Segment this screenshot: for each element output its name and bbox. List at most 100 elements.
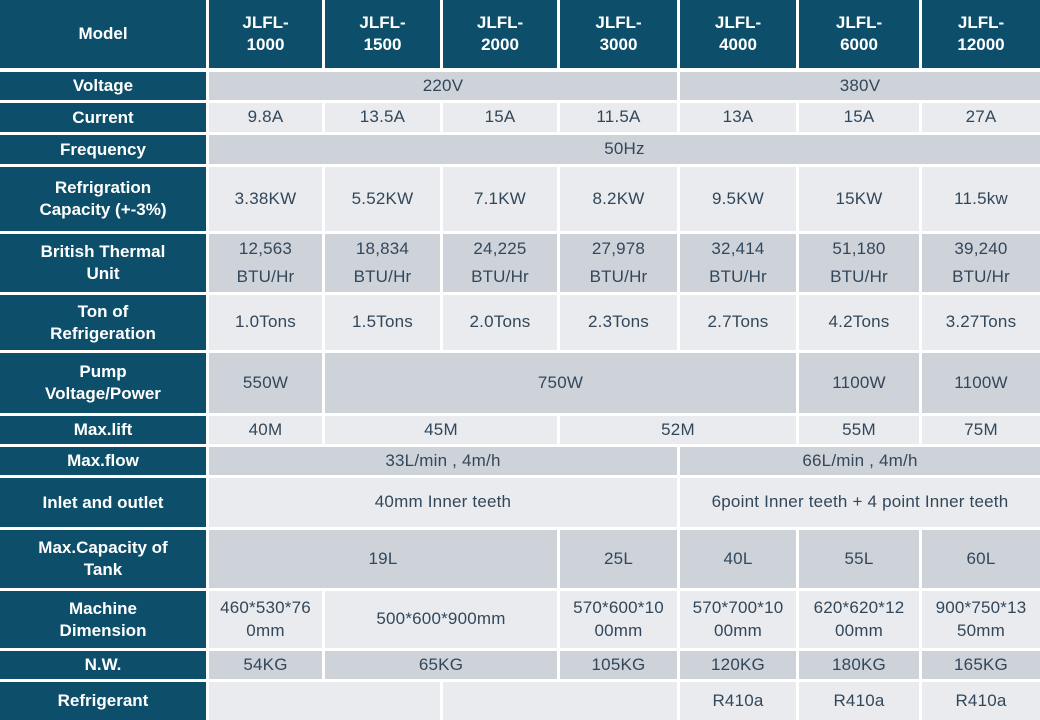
value-cell: 55L bbox=[799, 530, 922, 591]
value-cell: 4.2Tons bbox=[799, 295, 922, 353]
value-cell: 900*750*13 50mm bbox=[922, 591, 1040, 651]
table-row: Current 9.8A 13.5A 15A 11.5A 13A 15A 27A bbox=[0, 103, 1040, 135]
table-row: Frequency 50Hz bbox=[0, 135, 1040, 167]
value-cell: 40L bbox=[680, 530, 799, 591]
value-cell: 550W bbox=[209, 353, 325, 416]
header-model-name: JLFL- 1500 bbox=[325, 0, 443, 72]
value-cell: R410a bbox=[799, 682, 922, 720]
value-cell: 180KG bbox=[799, 651, 922, 682]
row-label: Machine Dimension bbox=[0, 591, 209, 651]
value-cell: 50Hz bbox=[209, 135, 1040, 167]
value-cell: 570*600*10 00mm bbox=[560, 591, 680, 651]
value-cell: 7.1KW bbox=[443, 167, 560, 234]
value-cell bbox=[443, 682, 680, 720]
value-cell: 51,180 BTU/Hr bbox=[799, 234, 922, 295]
value-cell: 8.2KW bbox=[560, 167, 680, 234]
value-cell: 75M bbox=[922, 416, 1040, 447]
value-cell: 120KG bbox=[680, 651, 799, 682]
table-row: Machine Dimension 460*530*76 0mm 500*600*9… bbox=[0, 591, 1040, 651]
table-row: Max.flow 33L/min , 4m/h 66L/min , 4m/h bbox=[0, 447, 1040, 478]
value-cell: 33L/min , 4m/h bbox=[209, 447, 680, 478]
value-cell: 11.5kw bbox=[922, 167, 1040, 234]
value-cell: 39,240 BTU/Hr bbox=[922, 234, 1040, 295]
header-model-name: JLFL- 1000 bbox=[209, 0, 325, 72]
row-label: Current bbox=[0, 103, 209, 135]
table-row: Ton of Refrigeration 1.0Tons 1.5Tons 2.0Ton… bbox=[0, 295, 1040, 353]
header-model-name: JLFL- 12000 bbox=[922, 0, 1040, 72]
value-cell: 380V bbox=[680, 72, 1040, 103]
value-cell: 12,563 BTU/Hr bbox=[209, 234, 325, 295]
value-cell: 1100W bbox=[799, 353, 922, 416]
value-cell: 2.7Tons bbox=[680, 295, 799, 353]
value-cell bbox=[209, 682, 443, 720]
value-cell: 40mm Inner teeth bbox=[209, 478, 680, 530]
header-model-name: JLFL- 6000 bbox=[799, 0, 922, 72]
header-model-name: JLFL- 4000 bbox=[680, 0, 799, 72]
value-cell: 620*620*12 00mm bbox=[799, 591, 922, 651]
value-cell: 24,225 BTU/Hr bbox=[443, 234, 560, 295]
value-cell: 165KG bbox=[922, 651, 1040, 682]
value-cell: 65KG bbox=[325, 651, 560, 682]
value-cell: 13.5A bbox=[325, 103, 443, 135]
value-cell: 27,978 BTU/Hr bbox=[560, 234, 680, 295]
row-label: Voltage bbox=[0, 72, 209, 103]
value-cell: 25L bbox=[560, 530, 680, 591]
value-cell: 570*700*10 00mm bbox=[680, 591, 799, 651]
value-cell: 1100W bbox=[922, 353, 1040, 416]
value-cell: R410a bbox=[922, 682, 1040, 720]
value-cell: 15KW bbox=[799, 167, 922, 234]
value-cell: 45M bbox=[325, 416, 560, 447]
value-cell: 66L/min , 4m/h bbox=[680, 447, 1040, 478]
row-label: Max.lift bbox=[0, 416, 209, 447]
row-label: British Thermal Unit bbox=[0, 234, 209, 295]
value-cell: 13A bbox=[680, 103, 799, 135]
value-cell: 6point Inner teeth + 4 point Inner teeth bbox=[680, 478, 1040, 530]
value-cell: 5.52KW bbox=[325, 167, 443, 234]
value-cell: 500*600*900mm bbox=[325, 591, 560, 651]
table-row: Refrigerant R410a R410a R410a bbox=[0, 682, 1040, 720]
value-cell: 2.3Tons bbox=[560, 295, 680, 353]
value-cell: 3.27Tons bbox=[922, 295, 1040, 353]
header-model-label: Model bbox=[0, 0, 209, 72]
value-cell: 19L bbox=[209, 530, 560, 591]
value-cell: 15A bbox=[799, 103, 922, 135]
value-cell: 52M bbox=[560, 416, 799, 447]
value-cell: 40M bbox=[209, 416, 325, 447]
table-row: Pump Voltage/Power 550W 750W 1100W 1100W bbox=[0, 353, 1040, 416]
value-cell: 11.5A bbox=[560, 103, 680, 135]
row-label: Refrigration Capacity (+-3%) bbox=[0, 167, 209, 234]
value-cell: 1.5Tons bbox=[325, 295, 443, 353]
value-cell: 105KG bbox=[560, 651, 680, 682]
value-cell: 460*530*76 0mm bbox=[209, 591, 325, 651]
value-cell: 15A bbox=[443, 103, 560, 135]
row-label: Pump Voltage/Power bbox=[0, 353, 209, 416]
value-cell: 55M bbox=[799, 416, 922, 447]
header-row: Model JLFL- 1000 JLFL- 1500 JLFL- 2000 JLFL-… bbox=[0, 0, 1040, 72]
value-cell: 54KG bbox=[209, 651, 325, 682]
table-row: Voltage 220V 380V bbox=[0, 72, 1040, 103]
value-cell: 2.0Tons bbox=[443, 295, 560, 353]
value-cell: 9.5KW bbox=[680, 167, 799, 234]
value-cell: 9.8A bbox=[209, 103, 325, 135]
table-row: Max.lift 40M 45M 52M 55M 75M bbox=[0, 416, 1040, 447]
table-row: Refrigration Capacity (+-3%) 3.38KW 5.52KW… bbox=[0, 167, 1040, 234]
row-label: Refrigerant bbox=[0, 682, 209, 720]
table-row: Max.Capacity of Tank 19L 25L 40L 55L 60L bbox=[0, 530, 1040, 591]
row-label: Max.Capacity of Tank bbox=[0, 530, 209, 591]
row-label: N.W. bbox=[0, 651, 209, 682]
value-cell: 750W bbox=[325, 353, 799, 416]
value-cell: 1.0Tons bbox=[209, 295, 325, 353]
value-cell: 18,834 BTU/Hr bbox=[325, 234, 443, 295]
row-label: Ton of Refrigeration bbox=[0, 295, 209, 353]
row-label: Inlet and outlet bbox=[0, 478, 209, 530]
value-cell: 3.38KW bbox=[209, 167, 325, 234]
value-cell: 27A bbox=[922, 103, 1040, 135]
table-row: N.W. 54KG 65KG 105KG 120KG 180KG 165KG bbox=[0, 651, 1040, 682]
table-body: Voltage 220V 380V Current 9.8A 13.5A 15A 11.5A 1… bbox=[0, 72, 1040, 720]
table-row: Inlet and outlet 40mm Inner teeth 6point I… bbox=[0, 478, 1040, 530]
table-row: British Thermal Unit 12,563 BTU/Hr 18,834 … bbox=[0, 234, 1040, 295]
row-label: Max.flow bbox=[0, 447, 209, 478]
value-cell: 60L bbox=[922, 530, 1040, 591]
header-model-name: JLFL- 2000 bbox=[443, 0, 560, 72]
